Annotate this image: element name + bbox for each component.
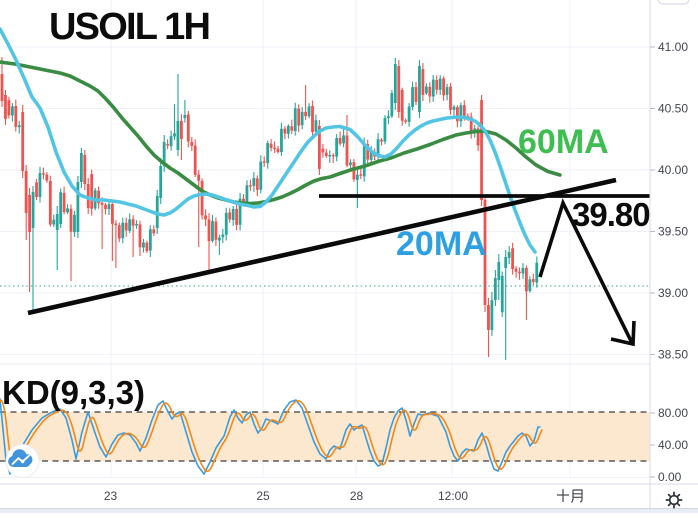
svg-text:KD(9,3,3): KD(9,3,3) <box>2 374 145 411</box>
svg-text:23: 23 <box>104 489 118 503</box>
svg-text:80.00: 80.00 <box>658 406 688 420</box>
svg-text:60MA: 60MA <box>518 123 609 161</box>
svg-text:40.00: 40.00 <box>658 163 688 177</box>
svg-text:39.00: 39.00 <box>658 286 688 300</box>
svg-text:40.00: 40.00 <box>658 438 688 452</box>
svg-text:USOIL 1H: USOIL 1H <box>49 6 209 48</box>
svg-text:0.00: 0.00 <box>658 470 682 484</box>
svg-text:40.50: 40.50 <box>658 102 688 116</box>
svg-text:38.50: 38.50 <box>658 348 688 362</box>
svg-text:28: 28 <box>350 489 364 503</box>
svg-text:39.50: 39.50 <box>658 225 688 239</box>
svg-text:39.80: 39.80 <box>572 196 650 233</box>
svg-text:25: 25 <box>256 489 270 503</box>
svg-text:12:00: 12:00 <box>438 489 468 503</box>
svg-text:41.00: 41.00 <box>658 40 688 54</box>
svg-text:20MA: 20MA <box>396 225 487 263</box>
